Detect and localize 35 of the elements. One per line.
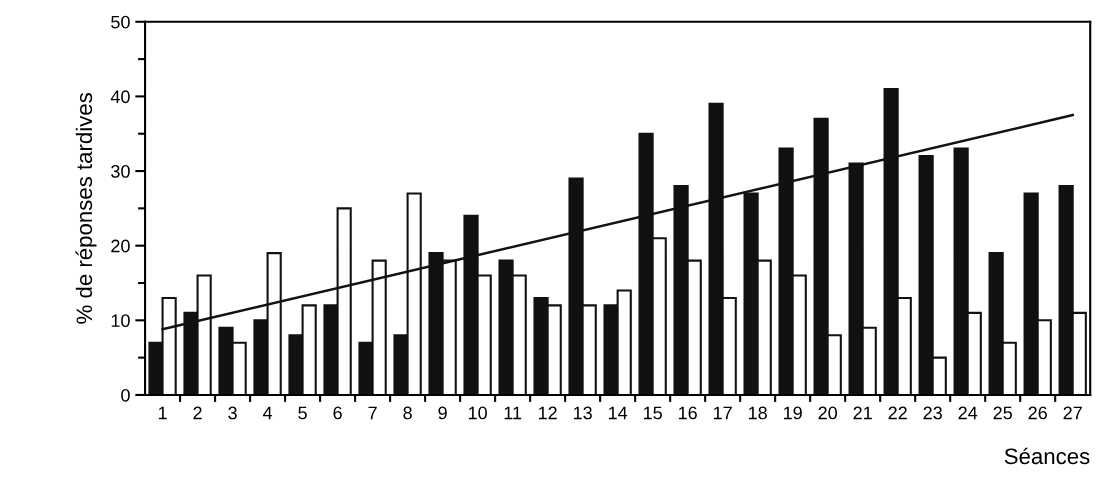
x-axis-title: Séances [1004, 447, 1090, 465]
y-tick-label: 30 [111, 164, 130, 178]
x-tick-label: 15 [643, 406, 662, 420]
x-tick-label: 5 [298, 406, 307, 420]
x-tick-label: 14 [608, 406, 628, 420]
x-tick-label: 17 [713, 406, 732, 420]
x-tick-label: 10 [468, 406, 487, 420]
y-tick-label: 0 [121, 388, 130, 402]
x-tick-label: 21 [853, 406, 872, 420]
x-tick-label: 25 [993, 406, 1012, 420]
x-tick-label: 8 [403, 406, 412, 420]
x-tick-label: 3 [228, 406, 237, 420]
x-tick-label: 13 [573, 406, 592, 420]
x-tick-label: 18 [748, 406, 767, 420]
x-tick-label: 6 [333, 406, 342, 420]
y-tick-label: 40 [110, 90, 130, 104]
x-tick-label: 12 [538, 406, 557, 420]
x-tick-label: 26 [1028, 406, 1047, 420]
x-tick-label: 11 [504, 406, 522, 420]
x-tick-label: 20 [818, 406, 838, 420]
x-tick-label: 2 [193, 406, 202, 420]
y-tick-label: 10 [111, 314, 130, 328]
x-tick-label: 23 [923, 406, 942, 420]
x-tick-label: 27 [1063, 406, 1082, 420]
x-tick-label: 1 [158, 406, 167, 420]
x-tick-label: 16 [678, 406, 697, 420]
x-tick-label: 22 [888, 406, 907, 420]
y-axis-title: % de réponses tardives [75, 93, 97, 324]
y-tick-label: 20 [111, 239, 130, 253]
x-tick-label: 24 [958, 406, 978, 420]
x-tick-label: 9 [438, 406, 447, 420]
x-tick-label: 7 [368, 406, 377, 420]
x-tick-label: 4 [262, 406, 273, 420]
y-tick-label: 50 [111, 15, 130, 29]
x-tick-label: 19 [784, 406, 802, 420]
